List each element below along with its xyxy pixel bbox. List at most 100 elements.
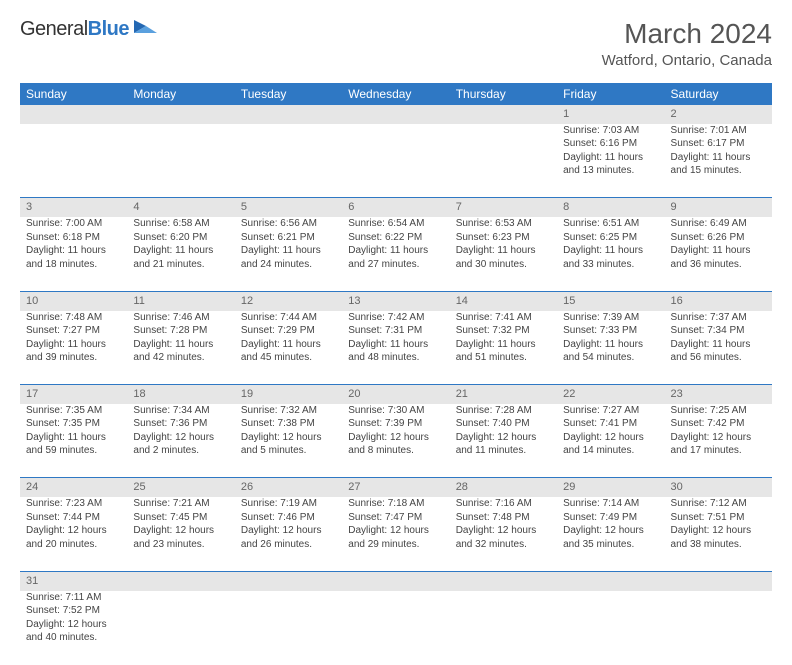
day-number-cell	[127, 571, 234, 590]
sunrise-text: Sunrise: 7:32 AM	[241, 404, 336, 418]
sunset-text: Sunset: 7:49 PM	[563, 511, 658, 525]
day-info-cell: Sunrise: 7:42 AMSunset: 7:31 PMDaylight:…	[342, 311, 449, 385]
info-row: Sunrise: 7:03 AMSunset: 6:16 PMDaylight:…	[20, 124, 772, 198]
day-info-cell	[127, 591, 234, 665]
day-number-cell: 25	[127, 478, 234, 497]
daynum-row: 12	[20, 105, 772, 124]
day-number-cell: 10	[20, 291, 127, 310]
day-info-cell: Sunrise: 7:35 AMSunset: 7:35 PMDaylight:…	[20, 404, 127, 478]
daynum-row: 10111213141516	[20, 291, 772, 310]
day-number-cell: 30	[665, 478, 772, 497]
day-number-cell: 14	[450, 291, 557, 310]
daynum-row: 3456789	[20, 198, 772, 217]
sunrise-text: Sunrise: 7:41 AM	[456, 311, 551, 325]
day-number: 23	[671, 388, 683, 400]
day-info-cell: Sunrise: 7:32 AMSunset: 7:38 PMDaylight:…	[235, 404, 342, 478]
day-info-cell: Sunrise: 7:14 AMSunset: 7:49 PMDaylight:…	[557, 497, 664, 571]
daylight-text: Daylight: 12 hours and 32 minutes.	[456, 524, 551, 551]
sunrise-text: Sunrise: 7:18 AM	[348, 497, 443, 511]
daylight-text: Daylight: 12 hours and 11 minutes.	[456, 431, 551, 458]
sunrise-text: Sunrise: 7:39 AM	[563, 311, 658, 325]
header: GeneralBlue March 2024 Watford, Ontario,…	[20, 18, 772, 69]
day-number-cell: 12	[235, 291, 342, 310]
daylight-text: Daylight: 11 hours and 56 minutes.	[671, 338, 766, 365]
sunset-text: Sunset: 7:41 PM	[563, 417, 658, 431]
day-number: 1	[563, 108, 569, 120]
day-number-cell	[235, 105, 342, 124]
daylight-text: Daylight: 12 hours and 2 minutes.	[133, 431, 228, 458]
daylight-text: Daylight: 12 hours and 26 minutes.	[241, 524, 336, 551]
day-info-cell: Sunrise: 7:27 AMSunset: 7:41 PMDaylight:…	[557, 404, 664, 478]
daylight-text: Daylight: 11 hours and 39 minutes.	[26, 338, 121, 365]
daylight-text: Daylight: 12 hours and 14 minutes.	[563, 431, 658, 458]
sunset-text: Sunset: 6:22 PM	[348, 231, 443, 245]
title-block: March 2024 Watford, Ontario, Canada	[602, 18, 772, 69]
day-info-cell	[450, 124, 557, 198]
day-number-cell: 1	[557, 105, 664, 124]
day-number: 2	[671, 108, 677, 120]
day-number: 30	[671, 481, 683, 493]
sunrise-text: Sunrise: 7:27 AM	[563, 404, 658, 418]
day-number-cell	[450, 571, 557, 590]
sunrise-text: Sunrise: 7:46 AM	[133, 311, 228, 325]
day-info-cell: Sunrise: 6:58 AMSunset: 6:20 PMDaylight:…	[127, 217, 234, 291]
daylight-text: Daylight: 11 hours and 30 minutes.	[456, 244, 551, 271]
day-number-cell	[450, 105, 557, 124]
day-number-cell: 28	[450, 478, 557, 497]
daylight-text: Daylight: 11 hours and 54 minutes.	[563, 338, 658, 365]
calendar-table: Sunday Monday Tuesday Wednesday Thursday…	[20, 83, 772, 665]
day-info-cell: Sunrise: 6:54 AMSunset: 6:22 PMDaylight:…	[342, 217, 449, 291]
day-number-cell	[342, 105, 449, 124]
calendar-body: 12Sunrise: 7:03 AMSunset: 6:16 PMDayligh…	[20, 105, 772, 665]
daylight-text: Daylight: 12 hours and 17 minutes.	[671, 431, 766, 458]
sunset-text: Sunset: 7:42 PM	[671, 417, 766, 431]
sunset-text: Sunset: 7:38 PM	[241, 417, 336, 431]
daylight-text: Daylight: 11 hours and 36 minutes.	[671, 244, 766, 271]
weekday-header: Wednesday	[342, 83, 449, 105]
logo-text: GeneralBlue	[20, 18, 129, 41]
day-number: 3	[26, 201, 32, 213]
daylight-text: Daylight: 11 hours and 48 minutes.	[348, 338, 443, 365]
info-row: Sunrise: 7:00 AMSunset: 6:18 PMDaylight:…	[20, 217, 772, 291]
sunset-text: Sunset: 6:17 PM	[671, 137, 766, 151]
sunset-text: Sunset: 7:39 PM	[348, 417, 443, 431]
daylight-text: Daylight: 11 hours and 15 minutes.	[671, 151, 766, 178]
day-number: 17	[26, 388, 38, 400]
weekday-header: Monday	[127, 83, 234, 105]
weekday-header: Tuesday	[235, 83, 342, 105]
sunrise-text: Sunrise: 7:30 AM	[348, 404, 443, 418]
daylight-text: Daylight: 11 hours and 13 minutes.	[563, 151, 658, 178]
sunrise-text: Sunrise: 7:19 AM	[241, 497, 336, 511]
weekday-header: Sunday	[20, 83, 127, 105]
day-number-cell: 24	[20, 478, 127, 497]
day-number-cell: 8	[557, 198, 664, 217]
weekday-header-row: Sunday Monday Tuesday Wednesday Thursday…	[20, 83, 772, 105]
day-number-cell: 9	[665, 198, 772, 217]
daylight-text: Daylight: 12 hours and 5 minutes.	[241, 431, 336, 458]
day-number: 27	[348, 481, 360, 493]
daylight-text: Daylight: 11 hours and 21 minutes.	[133, 244, 228, 271]
daylight-text: Daylight: 11 hours and 18 minutes.	[26, 244, 121, 271]
sunset-text: Sunset: 7:51 PM	[671, 511, 766, 525]
day-info-cell: Sunrise: 7:28 AMSunset: 7:40 PMDaylight:…	[450, 404, 557, 478]
day-number: 15	[563, 295, 575, 307]
day-info-cell	[235, 591, 342, 665]
day-info-cell: Sunrise: 7:12 AMSunset: 7:51 PMDaylight:…	[665, 497, 772, 571]
day-info-cell: Sunrise: 7:46 AMSunset: 7:28 PMDaylight:…	[127, 311, 234, 385]
day-number-cell	[665, 571, 772, 590]
weekday-header: Thursday	[450, 83, 557, 105]
day-info-cell: Sunrise: 7:03 AMSunset: 6:16 PMDaylight:…	[557, 124, 664, 198]
day-info-cell: Sunrise: 6:56 AMSunset: 6:21 PMDaylight:…	[235, 217, 342, 291]
sunrise-text: Sunrise: 7:34 AM	[133, 404, 228, 418]
day-info-cell: Sunrise: 7:23 AMSunset: 7:44 PMDaylight:…	[20, 497, 127, 571]
day-number-cell: 19	[235, 385, 342, 404]
logo-word2: Blue	[88, 18, 129, 40]
sunset-text: Sunset: 7:29 PM	[241, 324, 336, 338]
day-number: 31	[26, 575, 38, 587]
day-number: 13	[348, 295, 360, 307]
sunset-text: Sunset: 7:27 PM	[26, 324, 121, 338]
day-number-cell: 31	[20, 571, 127, 590]
sunrise-text: Sunrise: 7:01 AM	[671, 124, 766, 138]
sunrise-text: Sunrise: 7:48 AM	[26, 311, 121, 325]
day-number: 11	[133, 295, 144, 307]
